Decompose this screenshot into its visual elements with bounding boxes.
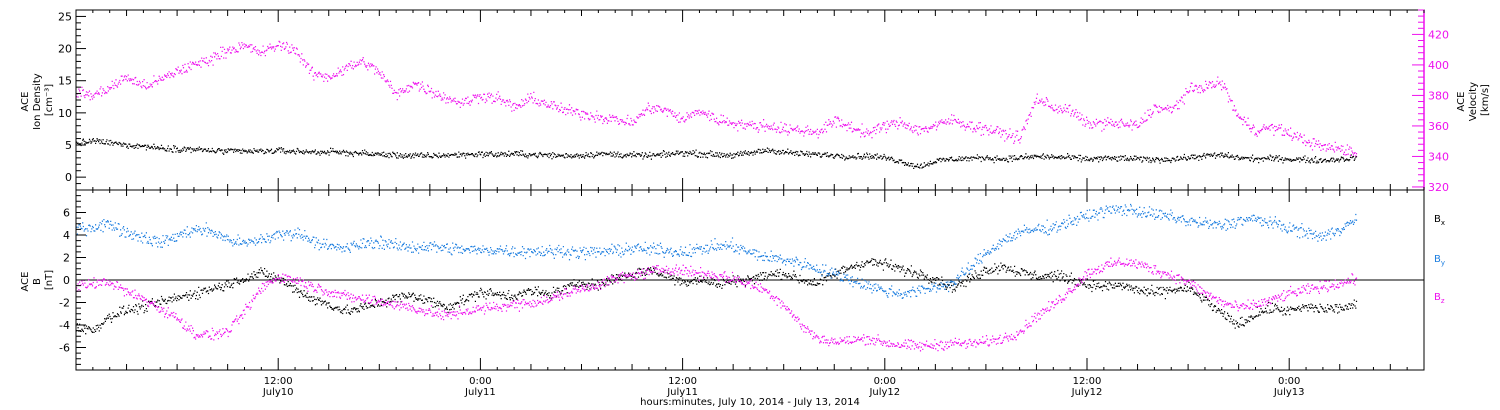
time-tick-label: 12:00: [264, 376, 293, 387]
density-points: [76, 138, 1358, 170]
field-tick-label: 4: [63, 229, 70, 242]
legend-by-sub: y: [1441, 259, 1445, 267]
date-tick-label: July12: [868, 387, 900, 398]
legend-bx: Bx: [1434, 214, 1445, 227]
field-tick-label: 6: [63, 207, 70, 220]
time-tick-label: 12:00: [668, 376, 697, 387]
time-tick-label: 0:00: [874, 376, 896, 387]
by-point-set: [76, 203, 1358, 299]
velocity-axis-label: ACE Velocity [km/s]: [1456, 79, 1491, 121]
density-tick-label: 0: [65, 171, 72, 184]
field-axis-label: ACE B [nT]: [20, 268, 55, 291]
density-label-line-3: [cm⁻³]: [44, 84, 55, 116]
field-tick-label: -2: [59, 297, 70, 310]
date-tick-label: July11: [666, 387, 698, 398]
legend-bx-base: B: [1434, 214, 1441, 225]
legend-bz-base: B: [1434, 292, 1441, 303]
density-tick-label: 10: [58, 107, 72, 120]
time-tick-label: 12:00: [1073, 376, 1102, 387]
velocity-tick-label: 420: [1428, 28, 1449, 41]
x-axis-title: hours:minutes, July 10, 2014 - July 13, …: [640, 397, 860, 408]
velocity-label-line-2: Velocity: [1468, 82, 1479, 121]
time-tick-label: 0:00: [1278, 376, 1300, 387]
velocity-label-line-1: ACE: [1456, 92, 1467, 112]
date-tick-label: July12: [1071, 387, 1103, 398]
density-tick-label: 5: [65, 139, 72, 152]
density-tick-label: 20: [58, 43, 72, 56]
legend-bz-sub: z: [1441, 297, 1445, 305]
density-axis-label: ACE Ion Density [cm⁻³]: [20, 70, 55, 130]
velocity-tick-label: 320: [1428, 181, 1449, 194]
density-tick-label: 15: [58, 75, 72, 88]
velocity-tick-label: 340: [1428, 150, 1449, 163]
legend-by: By: [1434, 254, 1445, 267]
velocity-tick-label: 380: [1428, 89, 1449, 102]
bx-points: [76, 258, 1358, 335]
density-label-line-2: Ion Density: [32, 73, 43, 130]
top-panel-frame: [75, 9, 1425, 191]
by-points: [76, 203, 1358, 299]
field-label-line-3: [nT]: [44, 270, 55, 290]
magnetic-field-panel: -6 -4 -2 0 2 4 6 ACE B [nT] Bx By Bz: [20, 189, 1445, 371]
bz-point-set: [76, 257, 1358, 352]
density-tick-label: 25: [58, 10, 72, 23]
field-label-line-2: B: [32, 278, 43, 285]
density-velocity-panel: 0 5 10 15 20 25 320 340 360 380 400 420 ACE Ion De…: [20, 9, 1491, 194]
density-y-axis: 0 5 10 15 20 25: [58, 9, 86, 191]
field-y-axis: -6 -4 -2 0 2 4 6: [59, 189, 86, 371]
density-point-set: [76, 138, 1358, 170]
bx-point-set: [76, 258, 1358, 335]
field-tick-label: 0: [63, 274, 70, 287]
velocity-tick-label: 400: [1428, 59, 1449, 72]
legend-bz: Bz: [1434, 292, 1445, 305]
field-label-line-1: ACE: [20, 272, 31, 292]
date-tick-label: July13: [1273, 387, 1305, 398]
field-tick-label: -6: [59, 342, 70, 355]
velocity-label-line-3: [km/s]: [1480, 84, 1491, 116]
legend-bx-sub: x: [1441, 219, 1445, 227]
bz-points: [76, 257, 1358, 352]
velocity-tick-label: 360: [1428, 120, 1449, 133]
velocity-point-set: [76, 40, 1358, 157]
field-tick-label: -4: [59, 319, 70, 332]
density-label-line-1: ACE: [20, 92, 31, 112]
time-x-axis: 12:00July100:00July1112:00July110:00July…: [75, 10, 1425, 398]
time-tick-label: 0:00: [469, 376, 491, 387]
velocity-y-axis: 320 340 360 380 400 420: [1412, 9, 1449, 194]
field-tick-label: 2: [63, 252, 70, 265]
velocity-points: [76, 40, 1358, 157]
date-tick-label: July10: [262, 387, 294, 398]
legend-by-base: B: [1434, 254, 1441, 265]
date-tick-label: July11: [464, 387, 496, 398]
